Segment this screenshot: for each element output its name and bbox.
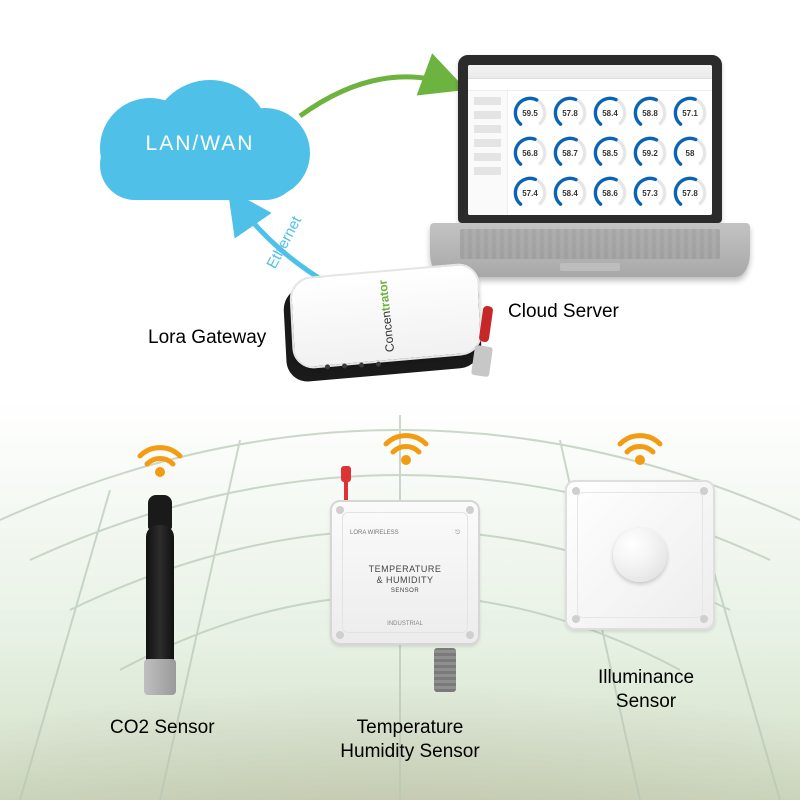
gauge: 58.4	[592, 95, 628, 131]
cloud-server-laptop: 59.5 57.8 58.4 58.8 57.1	[430, 55, 750, 285]
gauge: 59.2	[632, 135, 668, 171]
dashboard-sidebar	[468, 91, 508, 215]
wireless-signal-icon	[378, 418, 434, 474]
co2-sensor	[130, 495, 190, 695]
gauge: 57.1	[672, 95, 708, 131]
dashboard-screen: 59.5 57.8 58.4 58.8 57.1	[468, 65, 712, 215]
th-sensor-device-text: TEMPERATURE & HUMIDITY SENSOR	[332, 564, 478, 595]
gauge: 57.8	[552, 95, 588, 131]
gauge: 58.6	[592, 175, 628, 211]
gauge-grid: 59.5 57.8 58.4 58.8 57.1	[508, 91, 712, 215]
gauge: 59.5	[512, 95, 548, 131]
lora-gateway-label: Lora Gateway	[148, 326, 266, 350]
gauge: 56.8	[512, 135, 548, 171]
wireless-signal-icon	[132, 430, 188, 486]
wireless-signal-icon	[612, 418, 668, 474]
gauge: 58.5	[592, 135, 628, 171]
temperature-humidity-sensor-label: Temperature Humidity Sensor	[330, 716, 490, 764]
iot-architecture-diagram: LAN/WAN Ethernet	[0, 0, 800, 800]
gateway-brand: Concentrator	[375, 279, 397, 353]
gauge: 58.8	[632, 95, 668, 131]
laptop-screen-bezel: 59.5 57.8 58.4 58.8 57.1	[458, 55, 722, 223]
gauge: 57.3	[632, 175, 668, 211]
illuminance-sensor	[565, 480, 715, 630]
gauge: 58.4	[552, 175, 588, 211]
gauge: 57.4	[512, 175, 548, 211]
temperature-humidity-sensor: LORA WIRELESS ⎋ TEMPERATURE & HUMIDITY S…	[330, 480, 480, 670]
dashboard-tabbar	[468, 79, 712, 91]
gauge: 57.8	[672, 175, 708, 211]
lora-gateway: Concentrator	[285, 260, 495, 390]
dashboard-titlebar	[468, 65, 712, 79]
gauge: 58.7	[552, 135, 588, 171]
gauge: 58	[672, 135, 708, 171]
cloud-server-label: Cloud Server	[508, 300, 619, 324]
gateway-antenna	[461, 334, 491, 376]
lux-sensor-dome-icon	[613, 528, 667, 582]
illuminance-sensor-label: Illuminance Sensor	[586, 666, 706, 714]
co2-sensor-label: CO2 Sensor	[110, 716, 215, 740]
